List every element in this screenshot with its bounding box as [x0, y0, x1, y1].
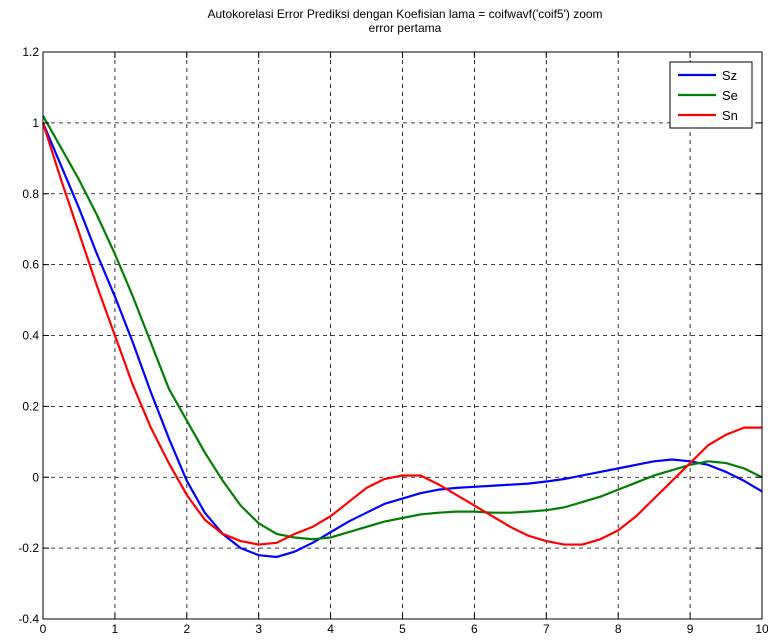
series-line-sz	[41, 122, 763, 559]
x-tick-label: 7	[543, 622, 550, 636]
axis-ticks: 0 1 2 3 4 5 6 7 8 9 10 -0.4 -0.2 0 0.2 0.4 0.6 0.8 1 1.2	[18, 45, 768, 636]
x-tick-label: 4	[327, 622, 334, 636]
y-tick-label: -0.2	[18, 541, 39, 555]
series-line-se	[42, 115, 763, 541]
chart-title: Autokorelasi Error Prediksi dengan Koefi…	[207, 7, 602, 21]
legend: Sz Se Sn	[669, 61, 753, 129]
legend-label-se: Se	[722, 88, 738, 103]
series-lines	[41, 115, 763, 559]
x-tick-label: 9	[687, 622, 694, 636]
chart-subtitle: error pertama	[369, 21, 442, 35]
y-tick-label: 0.2	[22, 399, 39, 413]
y-tick-label: -0.4	[18, 612, 39, 626]
legend-label-sz: Sz	[722, 68, 737, 83]
x-tick-label: 8	[615, 622, 622, 636]
x-tick-label: 6	[471, 622, 478, 636]
y-tick-label: 0.8	[22, 187, 39, 201]
legend-label-sn: Sn	[722, 108, 738, 123]
y-tick-label: 1.2	[22, 45, 39, 59]
x-tick-label: 10	[755, 622, 768, 636]
y-tick-label: 0.6	[22, 258, 39, 272]
series-line-sn	[41, 122, 762, 546]
y-tick-label: 0	[32, 470, 39, 484]
y-tick-label: 1	[32, 116, 39, 130]
x-tick-label: 1	[112, 622, 119, 636]
x-tick-label: 5	[399, 622, 406, 636]
y-tick-label: 0.4	[22, 329, 39, 343]
x-tick-label: 3	[255, 622, 262, 636]
x-tick-label: 2	[183, 622, 190, 636]
x-tick-label: 0	[40, 622, 47, 636]
